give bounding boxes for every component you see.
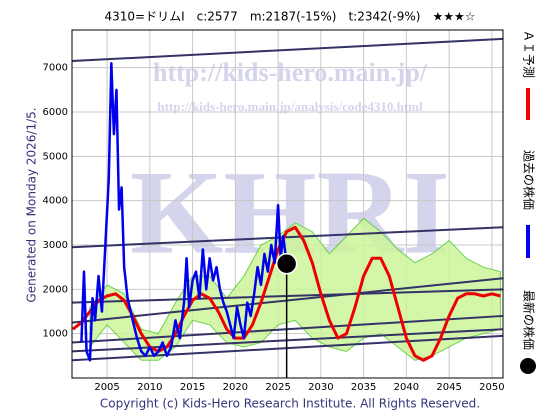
x-tick-label: 2015 [180, 382, 205, 393]
legend-label: 過去の株価 [522, 150, 537, 210]
series-line [71, 334, 504, 362]
y-tick-label: 2000 [43, 284, 68, 295]
x-tick-label: 2010 [137, 382, 162, 393]
series-line [71, 328, 504, 353]
plot-frame [71, 29, 504, 379]
plot: http://kids-hero.main.jp/http://kids-her… [71, 30, 504, 378]
x-tick-label: 2040 [394, 382, 419, 393]
chart-title: 4310=ドリムI c:2577 m:2187(-15%) t:2342(-9%… [105, 10, 476, 24]
x-tick-label: 2025 [265, 382, 290, 393]
series-line [71, 288, 504, 304]
x-tick-label: 2035 [351, 382, 376, 393]
y-tick-label: 3000 [43, 240, 68, 251]
series-line [80, 61, 288, 362]
legend-swatch [520, 358, 536, 374]
legend-label: ＡＩ予測 [522, 30, 536, 78]
side-note: Generated on Monday 2026/1/5. [25, 107, 39, 302]
latest-point [275, 253, 298, 275]
series-line [71, 37, 504, 63]
y-tick-label: 7000 [43, 63, 68, 74]
series-line [71, 225, 501, 362]
series-line [71, 226, 504, 249]
y-tick-label: 1000 [43, 329, 68, 340]
watermark: http://kids-hero.main.jp/analysis/code43… [157, 99, 423, 114]
y-tick-label: 5000 [43, 151, 68, 162]
x-tick-label: 2005 [94, 382, 119, 393]
watermark: http://kids-hero.main.jp/ [153, 58, 428, 87]
x-tick-label: 2045 [436, 382, 461, 393]
y-tick-label: 4000 [43, 196, 68, 207]
x-tick-label: 2030 [308, 382, 333, 393]
legend-label: 最新の株価 [522, 290, 537, 350]
x-tick-label: 2050 [479, 382, 504, 393]
series-line [71, 277, 504, 324]
x-tick-label: 2020 [223, 382, 248, 393]
y-tick-label: 6000 [43, 107, 68, 118]
copyright: Copyright (c) Kids-Hero Research Institu… [100, 397, 480, 411]
